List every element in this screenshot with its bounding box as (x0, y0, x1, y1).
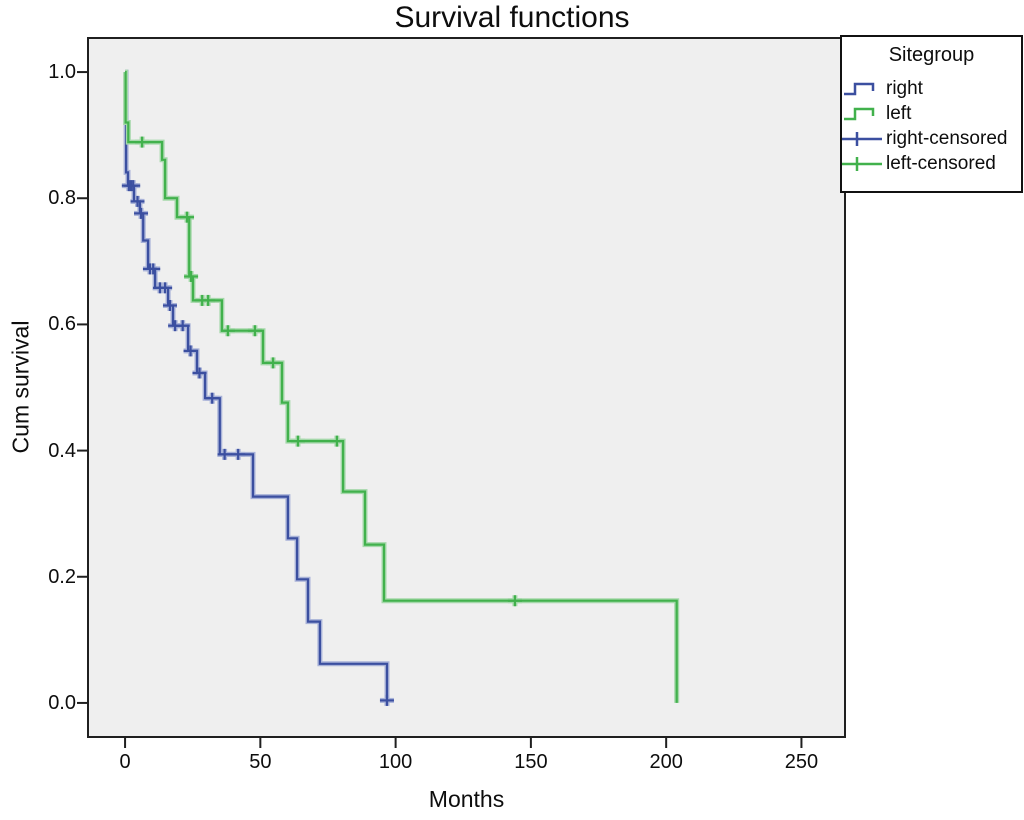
legend-item-label: right-censored (886, 127, 1008, 149)
legend-item-left-censored: left-censored (842, 151, 1021, 176)
legend-item-left: left (842, 101, 1021, 126)
x-tick-label: 0 (119, 751, 131, 773)
plot-area (77, 37, 846, 748)
right-line-swatch (844, 82, 875, 95)
survival-plot (77, 37, 846, 748)
chart-title: Survival functions (394, 1, 630, 34)
left-line-swatch (844, 107, 875, 120)
x-axis-title: Months (428, 786, 505, 812)
y-tick-label: 0.6 (48, 313, 76, 336)
y-tick-label: 0.8 (48, 187, 76, 210)
left-censored-swatch (842, 156, 882, 171)
right-censored-swatch (842, 131, 882, 146)
legend-item-label: left (886, 102, 912, 124)
y-axis-title: Cum survival (7, 320, 34, 454)
plot-border (87, 37, 846, 738)
legend-item-label: left-censored (886, 152, 996, 174)
x-tick-label: 100 (378, 751, 413, 773)
plot-background (88, 38, 845, 737)
x-tick-label: 200 (649, 751, 683, 773)
legend-item-right: right (842, 76, 1021, 101)
x-tick-label: 250 (784, 751, 819, 773)
legend-item-label: right (886, 77, 923, 99)
x-tick-label: 150 (514, 751, 548, 773)
legend: Sitegroup right left right-censored (840, 35, 1023, 193)
y-tick-label: 0.4 (48, 439, 76, 462)
left-series-line (124, 71, 678, 703)
legend-title: Sitegroup (888, 44, 975, 66)
y-tick-label: 0.0 (48, 691, 76, 714)
y-tick-label: 1.0 (48, 61, 76, 84)
x-tick-label: 50 (249, 751, 272, 773)
legend-item-right-censored: right-censored (842, 126, 1021, 151)
y-tick-label: 0.2 (48, 565, 76, 588)
